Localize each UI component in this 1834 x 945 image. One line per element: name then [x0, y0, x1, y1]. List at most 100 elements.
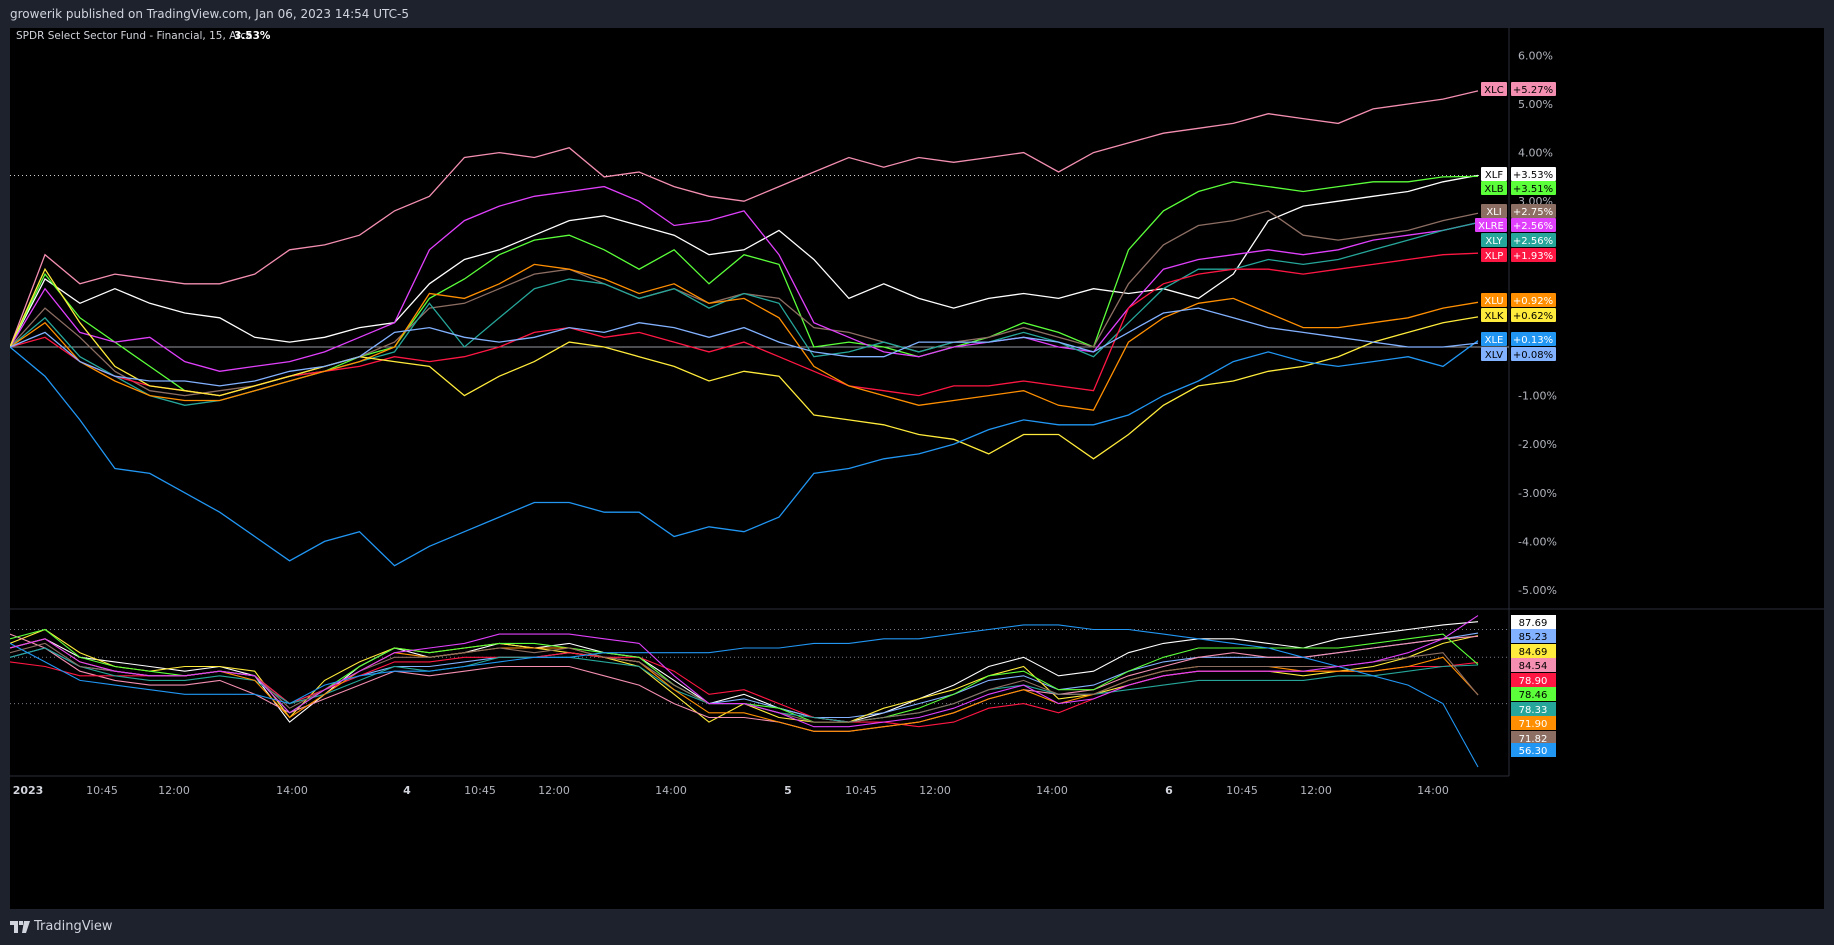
time-axis-tick: 14:00: [1036, 784, 1068, 797]
series-value-tag: +0.13%: [1513, 335, 1553, 346]
series-name-tag-bg: [1481, 82, 1507, 96]
series-value-tag-bg: [1511, 308, 1556, 322]
time-axis-tick: 12:00: [158, 784, 190, 797]
price-axis-tick: -1.00%: [1518, 390, 1557, 403]
series-value-tag-bg: [1511, 293, 1556, 307]
series-name-tag-bg: [1475, 218, 1507, 232]
price-axis-tick: -3.00%: [1518, 487, 1557, 500]
time-axis-tick: 14:00: [276, 784, 308, 797]
publish-bar: growerik published on TradingView.com, J…: [0, 0, 1834, 28]
oscillator-value-tag: 87.69: [1519, 618, 1548, 629]
series-value-tag: +2.56%: [1513, 221, 1553, 232]
time-axis-tick: 4: [403, 784, 411, 797]
series-value-tag-bg: [1511, 181, 1556, 195]
series-name-tag-bg: [1481, 293, 1507, 307]
series-name-tag-bg: [1481, 332, 1507, 346]
published-caption: growerik published on TradingView.com, J…: [10, 7, 409, 21]
series-line-xlu: [9, 263, 1479, 411]
price-axis-tick: -2.00%: [1518, 438, 1557, 451]
legend-value: 3.53%: [234, 30, 271, 42]
time-axis-tick: 10:45: [86, 784, 118, 797]
series-name-tag-bg: [1481, 248, 1507, 262]
series-line-xlc: [9, 90, 1479, 348]
oscillator-value-tag: 78.46: [1519, 690, 1548, 701]
time-axis-tick: 14:00: [655, 784, 687, 797]
series-value-tag: +5.27%: [1513, 85, 1553, 96]
series-value-tag: +1.93%: [1513, 251, 1553, 262]
time-axis-tick: 12:00: [1300, 784, 1332, 797]
series-value-tag-bg: [1511, 248, 1556, 262]
oscillator-value-tag-bg: [1511, 673, 1556, 687]
chart-frame[interactable]: 6.00% 5.00% 4.00% 3.00% -1.00% -2.00% -3.00% -4…: [9, 28, 1824, 909]
oscillator-value-tag: 84.54: [1519, 661, 1548, 672]
time-axis-tick: 10:45: [464, 784, 496, 797]
series-name-tag-bg: [1481, 204, 1507, 218]
axes: 6.00%5.00%4.00%3.00%-1.00%-2.00%-3.00%-4…: [13, 49, 1557, 797]
series-name-tag: XLP: [1485, 251, 1503, 262]
series-value-tag-bg: [1511, 204, 1556, 218]
oscillator-value-tag: 56.30: [1519, 746, 1548, 757]
time-axis-tick: 14:00: [1417, 784, 1449, 797]
time-axis-tick: 10:45: [845, 784, 877, 797]
series-value-tag: +2.56%: [1513, 236, 1553, 247]
price-axis-tick: 6.00%: [1518, 49, 1553, 62]
series-value-tag-bg: [1511, 332, 1556, 346]
series-name-tag-bg: [1481, 233, 1507, 247]
chart-svg[interactable]: 6.00%5.00%4.00%3.00%-1.00%-2.00%-3.00%-4…: [9, 28, 1824, 909]
series-value-tag: +0.62%: [1513, 311, 1553, 322]
oscillator-value-tag-bg: [1511, 629, 1556, 643]
time-axis-tick: 10:45: [1226, 784, 1258, 797]
series-name-tag-bg: [1481, 181, 1507, 195]
oscillator-value-tag: 71.90: [1519, 719, 1548, 730]
footer-bar: TradingView: [0, 909, 1834, 945]
oscillator-value-tag: 71.82: [1519, 734, 1548, 745]
footer-brand: TradingView: [34, 919, 113, 934]
series-value-tag-bg: [1511, 82, 1556, 96]
legend-title: SPDR Select Sector Fund - Financial, 15,…: [16, 30, 253, 42]
price-axis-tick: 4.00%: [1518, 147, 1553, 160]
series-value-tag: +2.75%: [1513, 207, 1553, 218]
oscillator-value-tag-bg: [1511, 702, 1556, 716]
series-name-tag-bg: [1481, 308, 1507, 322]
series-value-tag: +3.53%: [1513, 170, 1553, 181]
price-axis-tick: 5.00%: [1518, 98, 1553, 111]
time-axis-tick: 6: [1165, 784, 1173, 797]
oscillator-value-tag-bg: [1511, 615, 1556, 629]
oscillator-value-tag-bg: [1511, 644, 1556, 658]
series-name-tag: XLRE: [1478, 221, 1504, 232]
oscillator-value-tag: 78.90: [1519, 676, 1548, 687]
oscillator-pane: [9, 615, 1509, 768]
series-name-tag: XLF: [1485, 170, 1503, 181]
oscillator-value-tag-bg: [1511, 731, 1556, 745]
chart-background: [10, 28, 1824, 909]
price-axis-tick: -5.00%: [1518, 584, 1557, 597]
series-line-xle: [9, 340, 1479, 567]
time-axis-tick: 12:00: [919, 784, 951, 797]
oscillator-value-tag-bg: [1511, 716, 1556, 730]
series-name-tag: XLK: [1485, 311, 1504, 322]
oscillator-value-tag-bg: [1511, 658, 1556, 672]
series-name-tag: XLU: [1484, 296, 1503, 307]
oscillator-value-tag: 84.69: [1519, 647, 1548, 658]
series-value-tag-bg: [1511, 347, 1556, 361]
series-name-tag: XLB: [1484, 184, 1503, 195]
tradingview-logo-icon: [10, 920, 30, 933]
time-axis-tick: 12:00: [538, 784, 570, 797]
series-value-tag: +3.51%: [1513, 184, 1553, 195]
series-name-tag: XLY: [1485, 236, 1503, 247]
tradingview-logo[interactable]: TradingView: [10, 919, 113, 934]
series-value-tag-bg: [1511, 218, 1556, 232]
series-name-tag: XLI: [1486, 207, 1501, 218]
series-value-tag: +0.08%: [1513, 350, 1553, 361]
oscillator-value-tag: 85.23: [1519, 632, 1548, 643]
oscillator-value-tag-bg: [1511, 743, 1556, 757]
series-name-tag: XLE: [1485, 335, 1504, 346]
series-line-xlre: [9, 185, 1479, 372]
series-name-tag-bg: [1481, 347, 1507, 361]
oscillator-value-tag-bg: [1511, 687, 1556, 701]
series-name-tag: XLC: [1484, 85, 1503, 96]
series-value-tag-bg: [1511, 233, 1556, 247]
series-line-xlf: [9, 174, 1479, 348]
time-axis-tick: 5: [784, 784, 792, 797]
time-axis-tick: 2023: [13, 784, 44, 797]
